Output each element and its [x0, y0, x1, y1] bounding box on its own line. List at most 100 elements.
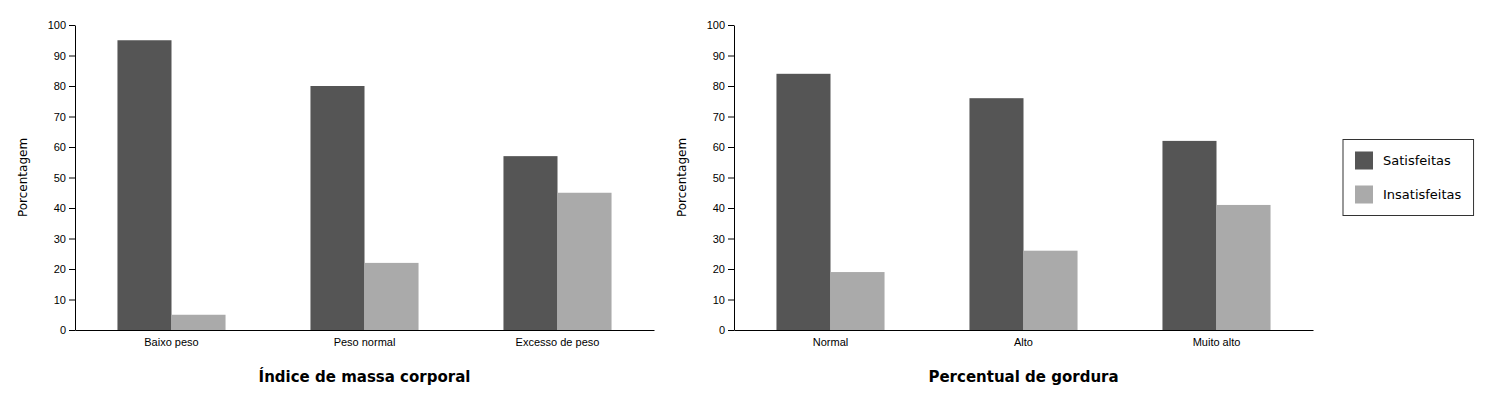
- tick: 60: [54, 141, 75, 153]
- tick-label: 100: [707, 19, 725, 31]
- tick-label: 40: [713, 202, 725, 214]
- legend-frame: [1343, 140, 1474, 216]
- panel: 0 10 20 30 40 50 60 70 80 90 100 Normal Alto Muito al…: [675, 19, 1314, 386]
- tick-label: 10: [713, 294, 725, 306]
- bar-series: [776, 74, 1216, 330]
- legend-item: Insatisfeitas: [1355, 186, 1462, 204]
- bar: [831, 272, 885, 330]
- tick-label: Muito alto: [1193, 336, 1241, 348]
- tick: 90: [54, 50, 75, 62]
- axis-line: [734, 26, 735, 331]
- tick: Normal: [813, 336, 848, 348]
- tick-label: 10: [54, 294, 66, 306]
- tick-label: 70: [713, 111, 725, 123]
- y-axis-title: Porcentagem: [675, 138, 689, 217]
- tick: 70: [713, 111, 734, 123]
- tick-mark: [728, 330, 734, 331]
- tick-label: Baixo peso: [144, 336, 198, 348]
- tick: 50: [54, 172, 75, 184]
- tick-mark: [728, 86, 734, 87]
- tick-label: 0: [60, 324, 66, 336]
- tick-label: Excesso de peso: [516, 336, 600, 348]
- tick-mark: [728, 239, 734, 240]
- y-axis: 0 10 20 30 40 50 60 70 80 90 100: [707, 19, 735, 336]
- chart-root: 0102030405060708090100Baixo pesoPeso nor…: [0, 0, 1488, 405]
- bar: [503, 156, 557, 330]
- tick: 70: [54, 111, 75, 123]
- tick: 60: [713, 141, 734, 153]
- axis-line: [735, 330, 1314, 331]
- tick-mark: [69, 239, 75, 240]
- tick-mark: [69, 269, 75, 270]
- bar-series: [117, 40, 557, 330]
- tick: 40: [54, 202, 75, 214]
- tick: 10: [713, 294, 734, 306]
- bar: [117, 40, 171, 330]
- bar: [1217, 205, 1271, 330]
- tick-label: 60: [54, 141, 66, 153]
- tick-label: 30: [54, 233, 66, 245]
- bars: [117, 40, 611, 330]
- tick-label: 30: [713, 233, 725, 245]
- bar: [776, 74, 830, 330]
- tick-mark: [69, 86, 75, 87]
- tick: 10: [54, 294, 75, 306]
- tick-mark: [728, 117, 734, 118]
- tick-mark: [728, 269, 734, 270]
- tick-label: 40: [54, 202, 66, 214]
- tick-label: 50: [713, 172, 725, 184]
- panel: 0 10 20 30 40 50 60 70 80 90 100 Baixo peso Peso nor…: [16, 19, 655, 386]
- x-axis-title: Índice de massa corporal: [259, 367, 471, 386]
- legend-swatch: [1355, 186, 1373, 204]
- x-axis: Normal Alto Muito alto: [735, 331, 1314, 348]
- tick: Muito alto: [1193, 336, 1241, 348]
- tick-label: Peso normal: [334, 336, 396, 348]
- y-axis-title: Porcentagem: [16, 138, 30, 217]
- legend-item: Satisfeitas: [1355, 152, 1451, 170]
- tick: 0: [60, 324, 75, 336]
- legend-label: Satisfeitas: [1383, 153, 1451, 168]
- tick-label: 0: [719, 324, 725, 336]
- bar: [365, 263, 419, 330]
- tick-label: 50: [54, 172, 66, 184]
- legend: Satisfeitas Insatisfeitas: [1343, 140, 1474, 216]
- tick: Excesso de peso: [516, 336, 600, 348]
- tick-label: 20: [54, 263, 66, 275]
- y-axis: 0 10 20 30 40 50 60 70 80 90 100: [48, 19, 76, 336]
- tick: 20: [713, 263, 734, 275]
- legend-swatch: [1355, 152, 1373, 170]
- tick-label: 90: [713, 50, 725, 62]
- tick-mark: [728, 300, 734, 301]
- x-axis: Baixo peso Peso normal Excesso de peso: [76, 331, 655, 348]
- tick-mark: [69, 56, 75, 57]
- tick: 0: [719, 324, 734, 336]
- tick-mark: [728, 56, 734, 57]
- tick: Peso normal: [334, 336, 396, 348]
- tick-label: 80: [54, 80, 66, 92]
- tick: 90: [713, 50, 734, 62]
- tick: 50: [713, 172, 734, 184]
- tick: Alto: [1014, 336, 1033, 348]
- tick-mark: [69, 330, 75, 331]
- tick: Baixo peso: [144, 336, 198, 348]
- bar: [310, 86, 364, 330]
- bar-series: [831, 205, 1271, 330]
- tick-mark: [728, 25, 734, 26]
- axis-line: [76, 330, 655, 331]
- background: [0, 0, 1488, 405]
- bar: [1024, 251, 1078, 330]
- bar: [1162, 141, 1216, 330]
- tick-mark: [69, 300, 75, 301]
- tick-label: 100: [48, 19, 66, 31]
- tick: 30: [54, 233, 75, 245]
- tick: 100: [707, 19, 734, 31]
- tick: 20: [54, 263, 75, 275]
- tick-mark: [69, 117, 75, 118]
- tick-mark: [728, 147, 734, 148]
- tick: 100: [48, 19, 75, 31]
- tick-label: 80: [713, 80, 725, 92]
- bar: [969, 98, 1023, 330]
- legend-label: Insatisfeitas: [1383, 187, 1462, 202]
- bar: [172, 315, 226, 330]
- tick-mark: [69, 25, 75, 26]
